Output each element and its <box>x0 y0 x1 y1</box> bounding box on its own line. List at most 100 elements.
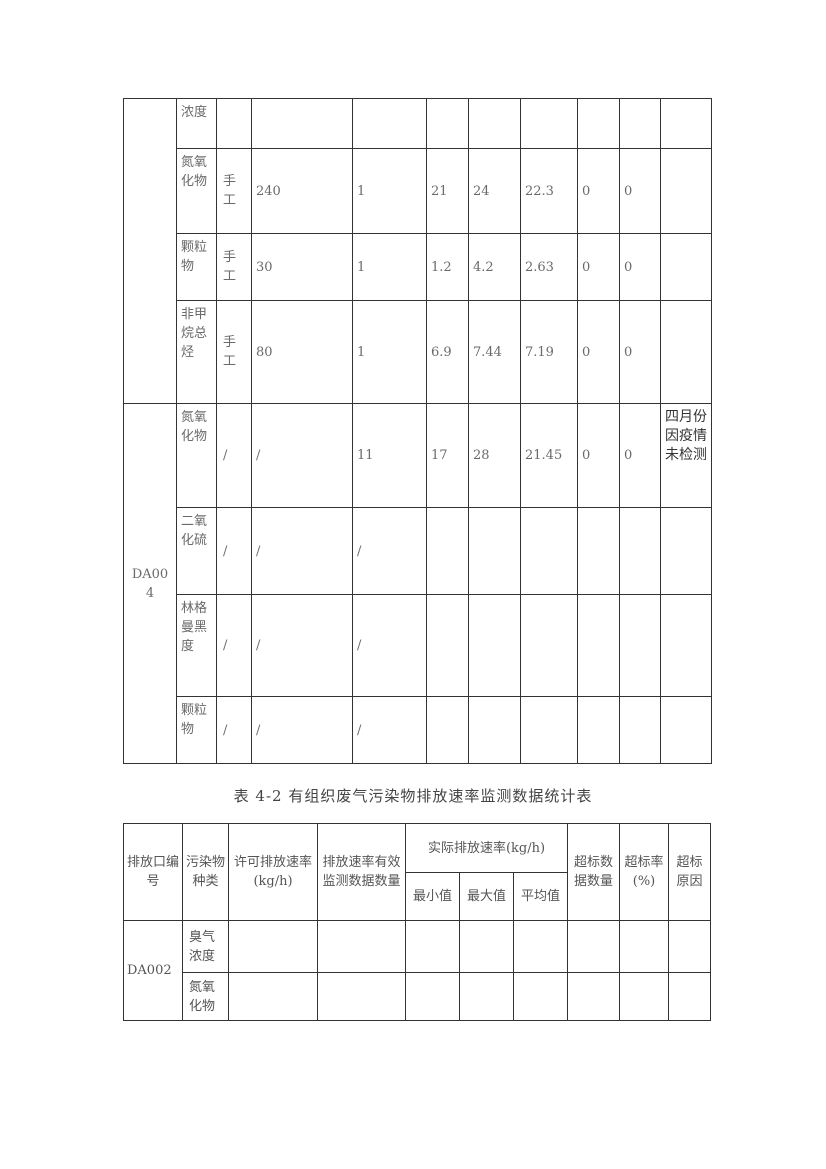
table-cell: / <box>352 696 427 764</box>
table-cell <box>577 98 620 149</box>
table-cell <box>520 696 578 764</box>
table-cell: 6.9 <box>426 300 469 404</box>
header-exceed-count: 超标数据数量 <box>567 823 620 921</box>
table-cell <box>567 972 620 1021</box>
table-cell <box>513 920 568 973</box>
table-cell <box>426 98 469 149</box>
table-cell <box>619 98 661 149</box>
table-cell: / <box>216 507 252 595</box>
table-cell <box>660 233 712 301</box>
table-cell: 0 <box>619 300 661 404</box>
table-cell <box>660 148 712 234</box>
table-cell: 22.3 <box>520 148 578 234</box>
header-max: 最大值 <box>459 872 514 921</box>
table-cell: 1.2 <box>426 233 469 301</box>
table-cell <box>468 594 521 697</box>
table-row: 颗粒物 手工 30 1 1.2 4.2 2.63 0 0 <box>124 233 712 301</box>
table-cell: 1 <box>352 300 427 404</box>
table-row: DA004 氮氧化物 //11 17 28 21.45 0 0 四月份因疫情未检测 <box>123 403 712 764</box>
table-cell <box>660 696 712 764</box>
table-cell <box>660 594 712 697</box>
header-min: 最小值 <box>405 872 460 921</box>
pollutant-cell: 颗粒物 <box>176 696 217 764</box>
table-row: DA002 臭气浓度 <box>123 920 711 1021</box>
pollutant-cell: 二氧化硫 <box>176 507 217 595</box>
table-cell <box>513 972 568 1021</box>
table-cell: 21.45 <box>520 403 578 508</box>
table-cell <box>577 594 620 697</box>
table-cell: / <box>216 696 252 764</box>
table-cell: 1 <box>352 148 427 234</box>
table-cell <box>520 594 578 697</box>
table-cell <box>668 920 711 973</box>
table-cell <box>459 972 514 1021</box>
table-cell <box>251 98 353 149</box>
table-cell: 11 <box>352 403 427 508</box>
table-cell: / <box>352 594 427 697</box>
table-cell <box>317 972 406 1021</box>
table-cell <box>668 972 711 1021</box>
table-cell: 4.2 <box>468 233 521 301</box>
pollutant-cell: 氮氧化物 <box>176 148 217 234</box>
table-cell: 0 <box>619 233 661 301</box>
pollutant-cell: 氮氧化物 <box>182 972 229 1021</box>
pollutant-cell: 臭气浓度 <box>182 920 229 973</box>
table-cell: 四月份因疫情未检测 <box>660 403 712 508</box>
header-exceed-rate: 超标率(%) <box>619 823 669 921</box>
table-cell: 0 <box>577 233 620 301</box>
table-cell: 7.19 <box>520 300 578 404</box>
table-cell: 0 <box>619 403 661 508</box>
table-cell <box>468 696 521 764</box>
table-cell: / <box>251 696 353 764</box>
table-cell <box>577 696 620 764</box>
table-cell <box>426 696 469 764</box>
table-cell <box>468 98 521 149</box>
table-cell <box>619 507 661 595</box>
table-cell: / <box>216 403 252 508</box>
table-cell: 2.63 <box>520 233 578 301</box>
table-cell: 7.44 <box>468 300 521 404</box>
outlet-id <box>123 98 177 404</box>
outlet-id: DA002 <box>123 920 183 1021</box>
table-row: 氮氧化物 手工 240 1 21 24 22.3 0 0 <box>124 148 712 234</box>
table-cell: / <box>251 507 353 595</box>
table-cell <box>216 98 252 149</box>
table-cell: 0 <box>577 148 620 234</box>
header-exceed-reason: 超标原因 <box>668 823 711 921</box>
table-cell <box>468 507 521 595</box>
table-cell: 0 <box>577 300 620 404</box>
table-cell: 240 <box>251 148 353 234</box>
table-row: 颗粒物 / / / <box>124 696 712 764</box>
table-cell <box>660 98 712 149</box>
table-cell: 手工 <box>216 300 252 404</box>
table-cell <box>228 920 318 973</box>
table-cell <box>228 972 318 1021</box>
outlet-id: DA004 <box>123 403 177 764</box>
pollutant-cell: 林格曼黑度 <box>176 594 217 697</box>
table-row: 二氧化硫 / / / <box>124 507 712 595</box>
table-cell <box>426 594 469 697</box>
table-cell <box>520 507 578 595</box>
pollutant-cell: 氮氧化物 <box>176 403 217 508</box>
table-cell: 手工 <box>216 233 252 301</box>
table-row: 非甲烷总烃 手工 80 1 6.9 7.44 7.19 0 0 <box>124 300 712 404</box>
table-cell: / <box>251 594 353 697</box>
table-cell <box>405 920 460 973</box>
table-cell: 手工 <box>216 148 252 234</box>
table-cell <box>520 98 578 149</box>
table-cell <box>426 507 469 595</box>
table-cell <box>459 920 514 973</box>
table-cell <box>405 972 460 1021</box>
emission-rate-table: 排放口编号 污染物种类 许可排放速率(kg/h) 排放速率有效监测数据数量 实际… <box>123 823 711 1021</box>
table-cell: 80 <box>251 300 353 404</box>
table-cell <box>577 507 620 595</box>
table-cell <box>619 972 669 1021</box>
table-cell: 28 <box>468 403 521 508</box>
pollutant-cell: 颗粒物 <box>176 233 217 301</box>
table-cell <box>660 300 712 404</box>
header-actual-rate: 实际排放速率(kg/h) <box>405 823 568 873</box>
header-pollutant: 污染物种类 <box>182 823 229 921</box>
table-cell: / <box>216 594 252 697</box>
table-cell: / <box>251 403 353 508</box>
table-cell: 17 <box>426 403 469 508</box>
